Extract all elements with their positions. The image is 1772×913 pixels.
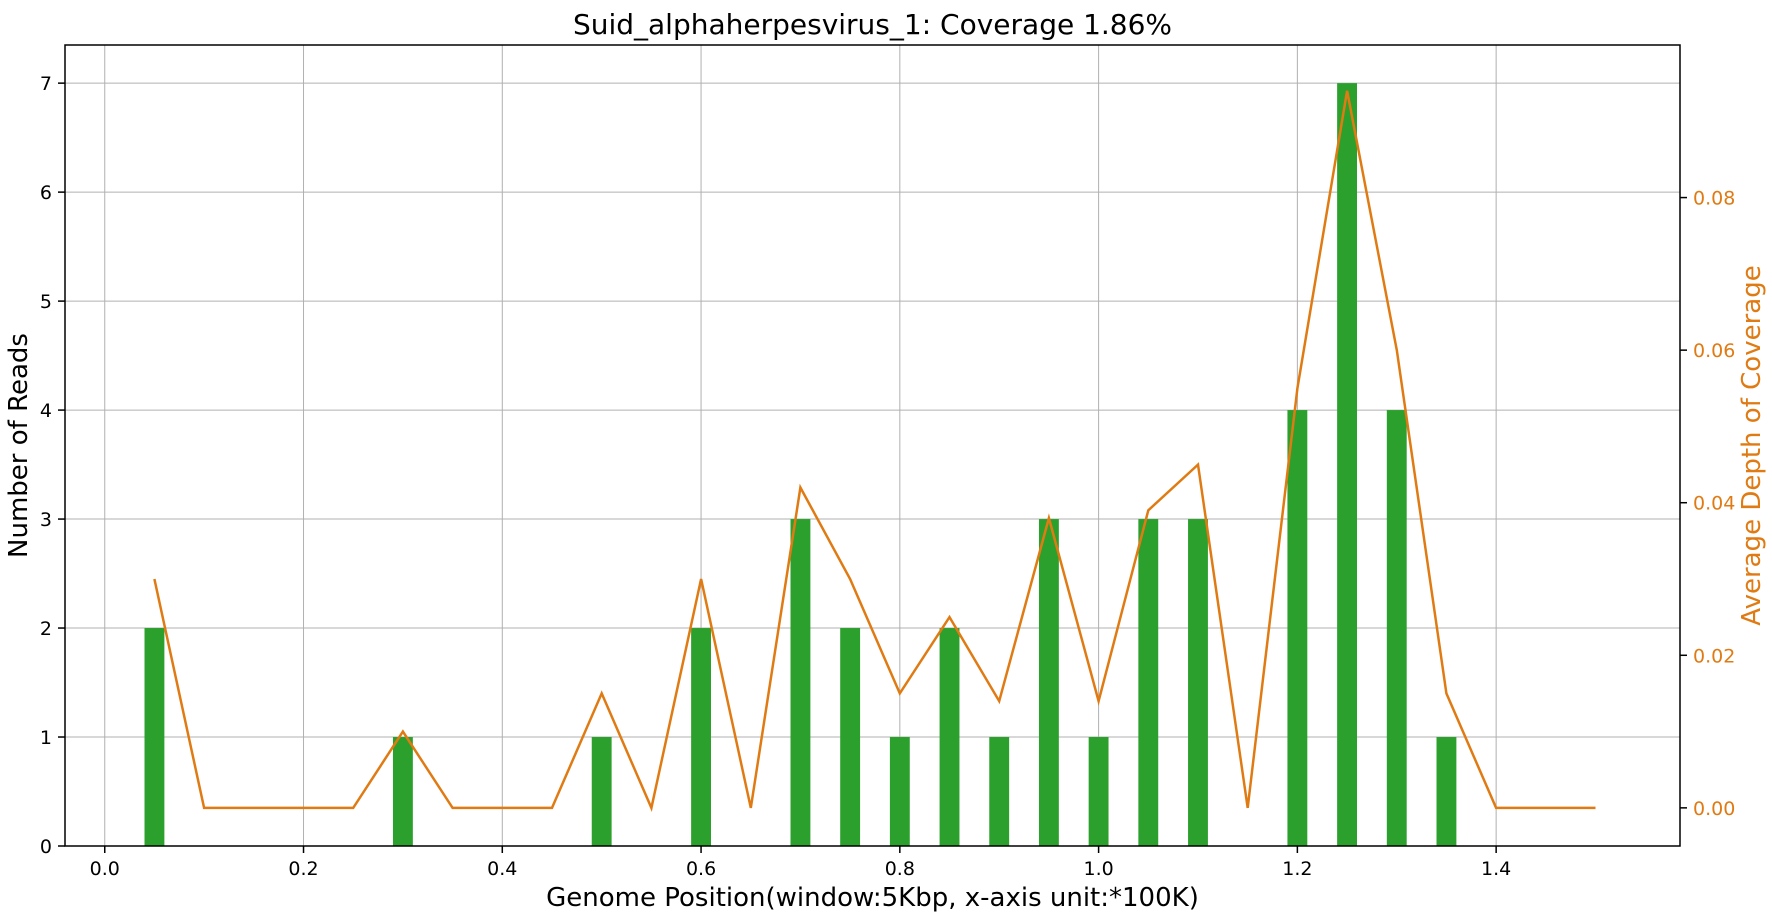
reads-bar (1287, 410, 1308, 846)
y-right-tick-label: 0.06 (1693, 340, 1735, 362)
grid (65, 45, 1680, 847)
reads-bar (1436, 737, 1457, 846)
y-axis-right-ticks: 0.00 0.02 0.04 0.06 0.08 (1680, 188, 1735, 820)
y-axis-ticks: 0 1 2 3 4 5 6 7 (40, 73, 65, 858)
y-tick-label: 5 (40, 291, 52, 313)
coverage-line-path (153, 90, 1596, 812)
reads-bar (1138, 519, 1159, 846)
x-tick-label: 0.0 (90, 858, 120, 880)
y-axis-right-label: Average Depth of Coverage (1737, 265, 1767, 625)
x-tick-label: 1.4 (1481, 858, 1511, 880)
reads-bar (840, 628, 861, 846)
y-right-tick-label: 0.04 (1693, 493, 1735, 515)
x-axis-label: Genome Position(window:5Kbp, x-axis unit… (546, 883, 1199, 913)
y-tick-label: 0 (40, 836, 52, 858)
coverage-line (153, 90, 1596, 812)
y-tick-label: 6 (40, 182, 52, 204)
reads-bar (1088, 737, 1109, 846)
y-right-tick-label: 0.08 (1693, 188, 1735, 210)
reads-bar (392, 737, 413, 846)
reads-bar (591, 737, 612, 846)
y-tick-label: 1 (40, 727, 52, 749)
x-tick-label: 0.6 (686, 858, 716, 880)
y-tick-label: 7 (40, 73, 52, 95)
reads-bar (939, 628, 960, 846)
x-tick-label: 1.0 (1083, 858, 1113, 880)
reads-bar (691, 628, 711, 846)
reads-bar (1337, 83, 1357, 846)
reads-bar (790, 519, 811, 846)
plot-frame (64, 44, 1681, 847)
chart-title: Suid_alphaherpesvirus_1: Coverage 1.86% (573, 8, 1172, 41)
reads-bars (144, 83, 1457, 846)
reads-bar (1038, 519, 1059, 846)
y-tick-label: 4 (40, 400, 52, 422)
x-axis-ticks: 0.0 0.2 0.4 0.6 0.8 1.0 1.2 1.4 (90, 846, 1511, 880)
y-right-tick-label: 0.00 (1693, 798, 1735, 820)
x-tick-label: 0.8 (885, 858, 915, 880)
y-tick-label: 3 (40, 509, 52, 531)
x-tick-label: 0.2 (288, 858, 318, 880)
reads-bar (1188, 519, 1208, 846)
reads-bar (1386, 410, 1407, 846)
x-tick-label: 0.4 (487, 858, 517, 880)
reads-bar (889, 737, 910, 846)
x-tick-label: 1.2 (1282, 858, 1312, 880)
y-tick-label: 2 (40, 618, 52, 640)
y-axis-label: Number of Reads (4, 333, 34, 558)
reads-bar (989, 737, 1010, 846)
reads-bar (144, 628, 165, 846)
y-right-tick-label: 0.02 (1693, 645, 1735, 667)
